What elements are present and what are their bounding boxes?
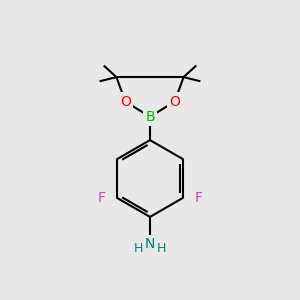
- Text: O: O: [120, 95, 131, 109]
- Text: N: N: [145, 238, 155, 251]
- Text: F: F: [97, 191, 105, 205]
- Text: F: F: [195, 191, 203, 205]
- Text: O: O: [169, 95, 180, 109]
- Text: H: H: [157, 242, 166, 255]
- Text: B: B: [145, 110, 155, 124]
- Text: H: H: [134, 242, 143, 255]
